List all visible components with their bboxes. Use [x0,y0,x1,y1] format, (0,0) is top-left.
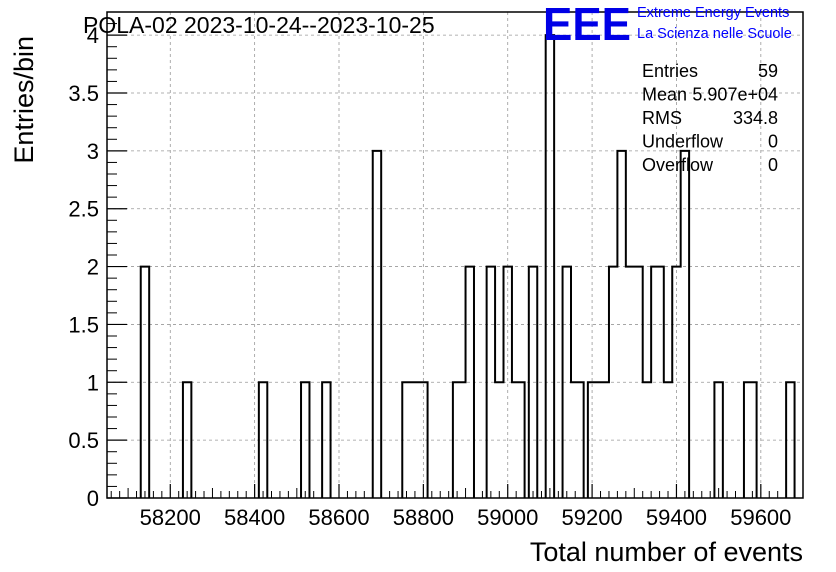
x-tick-label: 58200 [140,505,201,530]
y-tick-label: 1 [87,370,99,395]
y-tick-label: 3 [87,139,99,164]
logo-mark: EEE [543,0,631,50]
stats-value: 334.8 [733,108,778,128]
x-tick-label: 59600 [730,505,791,530]
axis-ticks [107,23,796,499]
x-tick-label: 59200 [561,505,622,530]
x-tick-label: 59000 [477,505,538,530]
x-tick-labels: 58200 58400 58600 58800 59000 59200 59400 59600 [140,505,792,530]
x-tick-label: 58400 [224,505,285,530]
stats-value: 0 [768,132,778,152]
stats-label: Underflow [642,132,724,152]
y-tick-label: 0 [87,486,99,511]
logo-line1: Extreme Energy Events [637,5,789,21]
stats-label: RMS [642,108,682,128]
logo-line2: La Scienza nelle Scuole [637,26,792,42]
y-tick-label: 4 [87,23,99,48]
y-tick-label: 2 [87,255,99,280]
y-tick-label: 2.5 [68,197,99,222]
x-tick-label: 58600 [308,505,369,530]
stats-box: Entries 59 Mean 5.907e+04 RMS 334.8 Underflow 0… [642,61,778,175]
histogram-outline [139,34,796,498]
x-axis-label: Total number of events [530,537,803,567]
stats-value: 5.907e+04 [692,85,778,105]
y-tick-label: 1.5 [68,312,99,337]
x-tick-label: 58800 [393,505,454,530]
x-tick-label: 59400 [646,505,707,530]
y-tick-label: 0.5 [68,428,99,453]
stats-label: Mean [642,85,687,105]
chart-title: POLA-02 2023-10-24--2023-10-25 [83,12,435,38]
eee-logo: EEE Extreme Energy Events La Scienza nel… [543,0,792,50]
y-axis-label: Entries/bin [9,36,39,164]
y-tick-labels: 0 0.5 1 1.5 2 2.5 3 3.5 4 [68,23,99,511]
stats-label: Overflow [642,155,714,175]
y-tick-label: 3.5 [68,81,99,106]
stats-label: Entries [642,61,698,81]
stats-value: 0 [768,155,778,175]
stats-value: 59 [758,61,778,81]
